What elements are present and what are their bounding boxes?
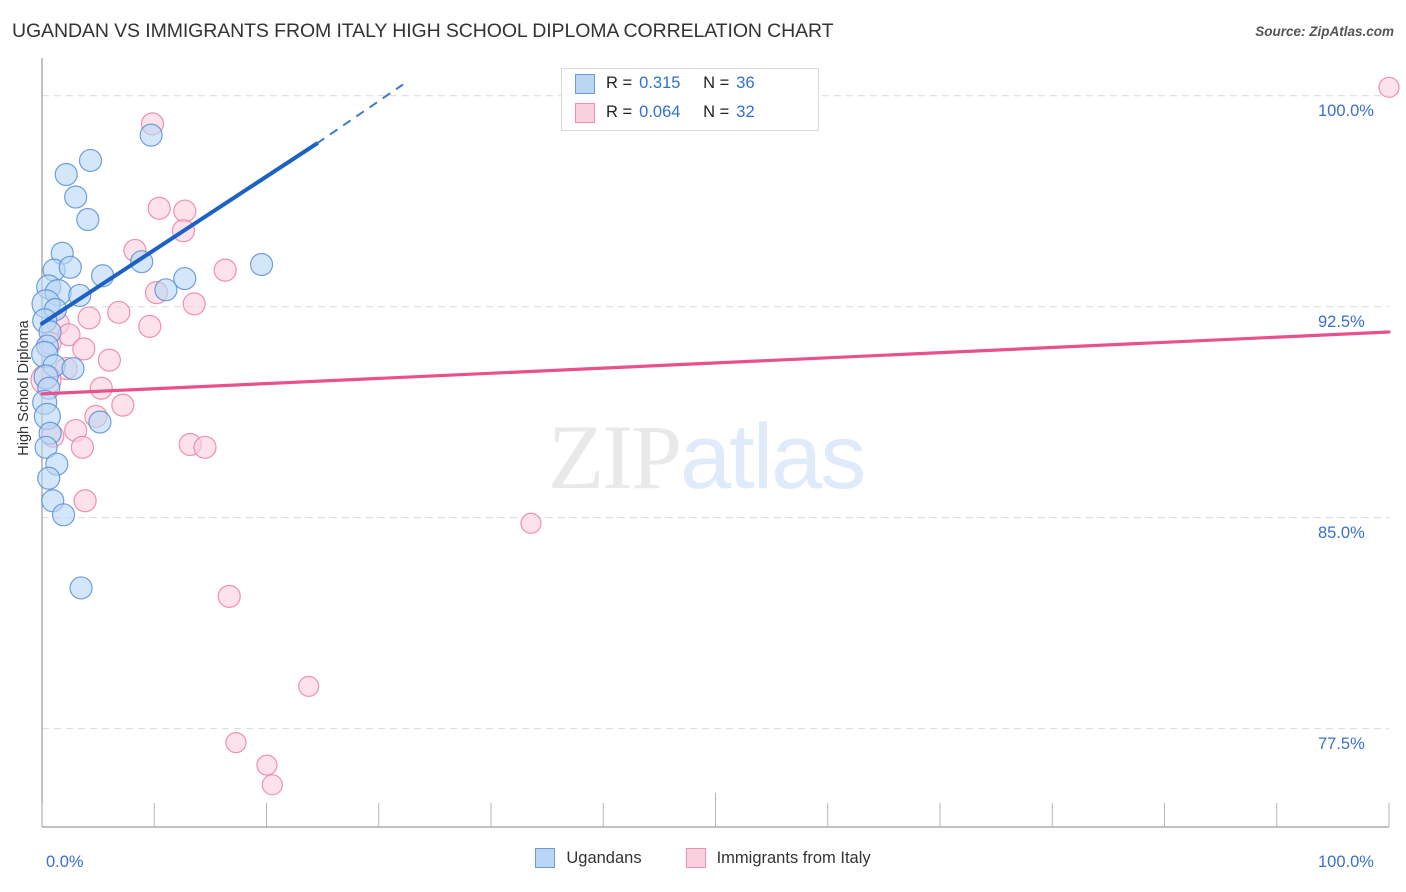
- data-point: [37, 466, 61, 490]
- stats-r-label-ugandans: R =: [606, 74, 633, 92]
- x-axis-tick-label-min: 0.0%: [46, 853, 84, 871]
- correlation-stats-box: R = 0.315 N = 36 R = 0.064 N = 32: [561, 68, 819, 131]
- data-point: [111, 393, 135, 417]
- data-point: [70, 435, 95, 459]
- stats-n-value-ugandans: 36: [736, 74, 755, 92]
- data-point: [298, 675, 320, 697]
- trendline-immigrants-from-italy: [40, 330, 1391, 396]
- data-point: [249, 252, 274, 277]
- data-point: [72, 337, 96, 361]
- data-point: [213, 258, 237, 282]
- data-point: [107, 300, 131, 324]
- data-point: [69, 576, 93, 600]
- legend-item-ugandans[interactable]: Ugandans: [535, 848, 642, 868]
- data-point: [225, 732, 247, 754]
- stats-row-immigrants-from-italy: R = 0.064 N = 32: [562, 98, 818, 127]
- page-title: UGANDAN VS IMMIGRANTS FROM ITALY HIGH SC…: [12, 20, 834, 42]
- data-point: [76, 207, 100, 232]
- stats-r-label-immigrants-from-italy: R =: [606, 103, 633, 121]
- trendline-ugandans: [40, 141, 319, 326]
- y-axis-title: High School Diploma: [16, 320, 32, 456]
- data-point: [193, 435, 217, 459]
- data-point: [73, 489, 97, 513]
- stats-swatch-ugandans: [575, 73, 595, 94]
- data-point: [88, 410, 112, 434]
- data-point: [34, 435, 58, 459]
- data-point: [61, 356, 85, 381]
- legend-item-immigrants-from-italy[interactable]: Immigrants from Italy: [685, 848, 871, 868]
- data-point: [89, 376, 113, 400]
- x-axis-tick-label-max: 100.0%: [1318, 853, 1374, 871]
- data-point: [520, 512, 542, 534]
- stats-r-value-immigrants-from-italy: 0.064: [639, 103, 681, 121]
- data-point: [147, 196, 171, 220]
- legend-swatch-immigrants-from-italy: [685, 848, 706, 868]
- legend-label-immigrants-from-italy: Immigrants from Italy: [716, 848, 871, 867]
- data-point: [256, 754, 278, 776]
- data-point: [182, 292, 206, 316]
- stats-row-ugandans: R = 0.315 N = 36: [562, 69, 818, 98]
- data-point: [77, 306, 101, 330]
- stats-n-label-immigrants-from-italy: N =: [703, 103, 730, 121]
- series-legend: Ugandans Immigrants from Italy: [0, 848, 1406, 868]
- data-point: [51, 503, 76, 527]
- stats-n-value-immigrants-from-italy: 32: [736, 103, 755, 121]
- data-point: [58, 255, 82, 279]
- data-point: [261, 774, 283, 796]
- data-point: [54, 162, 78, 187]
- stats-swatch-immigrants-from-italy: [575, 102, 595, 123]
- data-point: [139, 123, 163, 147]
- data-point: [78, 148, 103, 173]
- legend-swatch-ugandans: [535, 848, 556, 868]
- data-point: [173, 266, 197, 291]
- stats-n-label-ugandans: N =: [703, 74, 730, 92]
- y-axis-tick-label-1: 92.5%: [1318, 312, 1365, 331]
- stats-r-value-ugandans: 0.315: [639, 74, 681, 92]
- source-attribution: Source: ZipAtlas.com: [1255, 24, 1394, 39]
- data-point: [154, 278, 178, 302]
- data-point: [217, 584, 241, 608]
- series-points-immigrants-from-italy: [30, 76, 1400, 796]
- y-axis-tick-label-2: 85.0%: [1318, 523, 1365, 542]
- data-point: [138, 314, 162, 338]
- data-point: [97, 348, 121, 372]
- y-axis-tick-label-0: 100.0%: [1318, 101, 1374, 120]
- data-point: [1378, 76, 1400, 98]
- y-axis-tick-label-3: 77.5%: [1318, 734, 1365, 753]
- trendline-ugandans-projection: [316, 83, 404, 145]
- legend-label-ugandans: Ugandans: [566, 848, 642, 867]
- data-point: [64, 185, 88, 209]
- data-point: [173, 199, 197, 223]
